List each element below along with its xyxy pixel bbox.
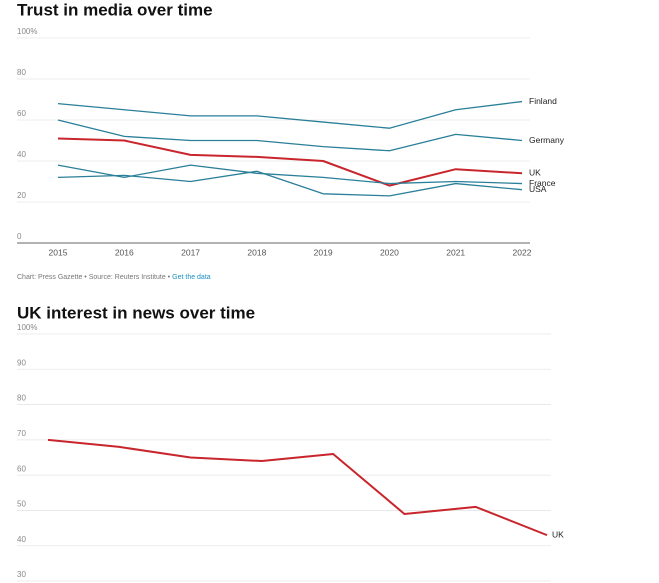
series-line bbox=[57, 170, 523, 197]
y-tick-label: 40 bbox=[17, 535, 26, 544]
x-tick-label: 2018 bbox=[247, 247, 266, 257]
x-tick-label: 2015 bbox=[49, 247, 68, 257]
y-tick-label: 80 bbox=[17, 68, 26, 77]
series-line bbox=[57, 164, 523, 185]
y-tick-label: 70 bbox=[17, 429, 26, 438]
x-tick-label: 2022 bbox=[513, 247, 532, 257]
series-line bbox=[47, 438, 548, 537]
chart-title: Trust in media over time bbox=[17, 0, 213, 19]
y-tick-label: 90 bbox=[17, 358, 26, 367]
series-label: Finland bbox=[529, 96, 557, 106]
x-tick-label: 2019 bbox=[314, 247, 333, 257]
series-label: France bbox=[529, 178, 556, 188]
series-line bbox=[57, 100, 523, 129]
chart-title: UK interest in news over time bbox=[17, 303, 255, 322]
series-line bbox=[57, 119, 523, 152]
series-label: Germany bbox=[529, 135, 565, 145]
y-tick-label: 100% bbox=[17, 323, 37, 332]
y-tick-label: 30 bbox=[17, 570, 26, 579]
y-tick-label: 100% bbox=[17, 27, 37, 36]
y-tick-label: 20 bbox=[17, 191, 26, 200]
x-tick-label: 2017 bbox=[181, 247, 200, 257]
x-tick-label: 2016 bbox=[115, 247, 134, 257]
y-tick-label: 50 bbox=[17, 500, 26, 509]
series-label: UK bbox=[529, 168, 541, 178]
data-link[interactable]: Get the data bbox=[172, 274, 211, 281]
series-line bbox=[57, 137, 523, 187]
series-label: USA bbox=[529, 184, 547, 194]
x-tick-label: 2020 bbox=[380, 247, 399, 257]
y-tick-label: 40 bbox=[17, 150, 26, 159]
y-tick-label: 0 bbox=[17, 232, 22, 241]
y-tick-label: 80 bbox=[17, 394, 26, 403]
y-tick-label: 60 bbox=[17, 464, 26, 473]
x-tick-label: 2021 bbox=[446, 247, 465, 257]
source-note: Chart: Press Gazette • Source: Reuters I… bbox=[17, 274, 171, 281]
series-label: UK bbox=[552, 529, 564, 539]
y-tick-label: 60 bbox=[17, 109, 26, 118]
